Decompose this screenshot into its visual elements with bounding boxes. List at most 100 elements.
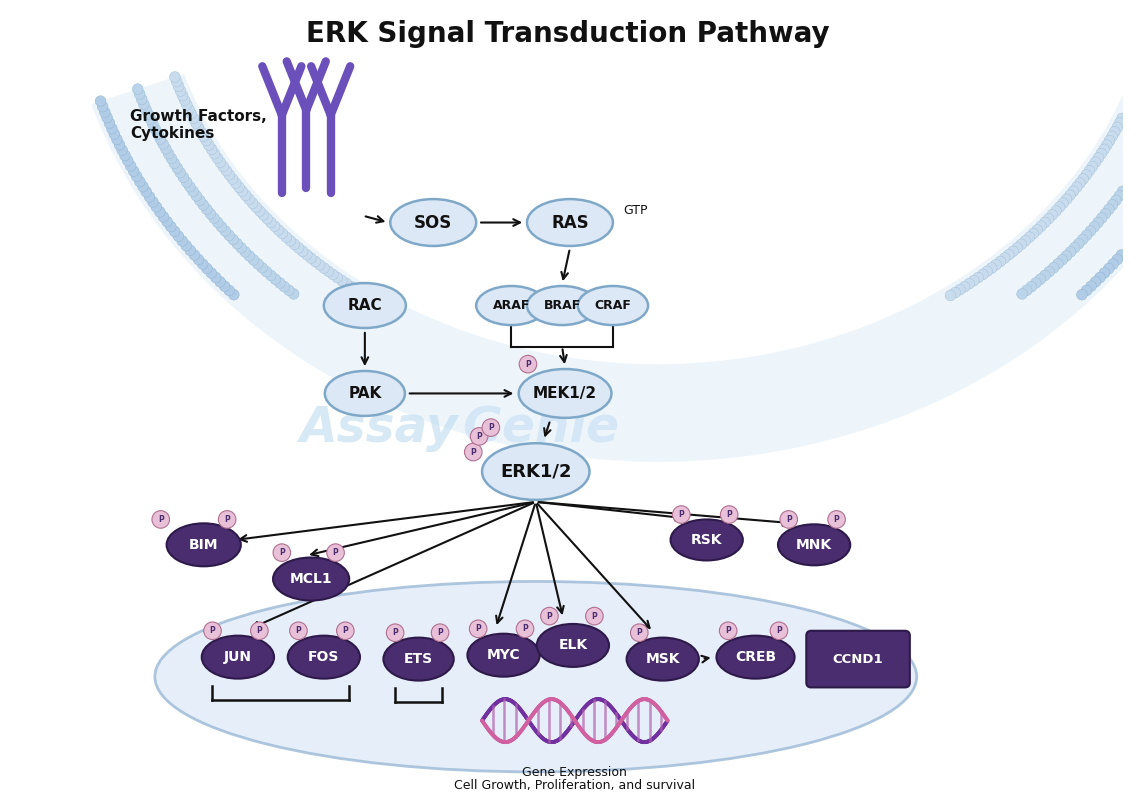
Circle shape [1103,263,1114,274]
Circle shape [111,134,123,145]
Circle shape [273,544,291,561]
Circle shape [254,206,265,216]
Circle shape [1117,113,1127,124]
Circle shape [164,149,174,159]
Circle shape [181,240,192,251]
Circle shape [719,622,737,639]
Circle shape [132,83,143,95]
Circle shape [194,195,206,206]
Ellipse shape [202,636,274,679]
Text: P: P [834,515,840,524]
Circle shape [1036,221,1046,231]
Ellipse shape [627,638,699,681]
Circle shape [187,186,199,196]
Circle shape [1003,250,1014,260]
Circle shape [991,259,1002,270]
Ellipse shape [167,523,241,566]
Circle shape [336,275,348,286]
Circle shape [1112,122,1122,133]
Text: ERK Signal Transduction Pathway: ERK Signal Transduction Pathway [307,20,829,48]
Text: Assay: Assay [299,404,458,452]
Circle shape [175,86,186,96]
Circle shape [1039,217,1051,228]
Circle shape [227,234,239,245]
Circle shape [100,107,110,118]
Circle shape [134,176,145,187]
Ellipse shape [476,286,546,325]
Text: BRAF: BRAF [543,299,580,312]
Text: FOS: FOS [308,650,340,664]
Circle shape [266,217,276,228]
Circle shape [327,269,339,280]
Text: ERK1/2: ERK1/2 [500,463,571,480]
Circle shape [244,250,254,262]
Circle shape [298,246,308,257]
Circle shape [169,72,181,83]
Circle shape [141,104,151,114]
Circle shape [541,607,558,625]
Circle shape [191,118,201,128]
Circle shape [152,129,164,140]
Circle shape [1112,254,1122,265]
Circle shape [261,266,272,277]
Circle shape [240,246,251,258]
Circle shape [132,171,142,182]
Circle shape [201,135,211,146]
Circle shape [209,149,219,159]
Ellipse shape [467,634,540,677]
Circle shape [173,231,184,242]
Circle shape [166,153,177,164]
Circle shape [137,181,149,192]
Circle shape [1075,178,1085,188]
Circle shape [160,144,172,154]
Circle shape [237,186,248,196]
Text: P: P [525,359,531,369]
Circle shape [224,169,235,180]
Circle shape [290,622,307,639]
Circle shape [169,226,179,237]
Circle shape [1020,235,1030,246]
Circle shape [1061,250,1071,262]
Circle shape [128,166,139,176]
Circle shape [1077,234,1088,245]
Circle shape [145,114,156,125]
Circle shape [185,245,195,256]
Circle shape [158,138,168,149]
Circle shape [218,510,236,528]
Circle shape [218,161,228,172]
Circle shape [251,622,268,639]
Circle shape [1024,232,1035,242]
Circle shape [1084,165,1095,176]
Circle shape [241,190,251,200]
Circle shape [139,99,149,110]
Circle shape [189,113,199,124]
Ellipse shape [287,636,360,679]
Circle shape [182,99,192,111]
Circle shape [105,118,115,129]
Circle shape [156,134,166,145]
Text: MYC: MYC [486,648,520,662]
Circle shape [1028,228,1038,239]
Text: P: P [725,626,732,635]
Text: P: P [392,628,398,638]
Circle shape [220,226,231,236]
Circle shape [1093,217,1103,228]
Text: P: P [333,548,339,557]
Circle shape [1064,190,1076,200]
Circle shape [1066,246,1076,258]
Circle shape [1000,253,1010,263]
Circle shape [1104,135,1114,146]
Circle shape [95,95,106,107]
Circle shape [720,506,738,523]
Circle shape [193,122,203,133]
Circle shape [1035,273,1046,285]
Circle shape [201,204,212,215]
Circle shape [482,419,500,436]
Text: P: P [342,626,349,635]
Circle shape [350,285,361,295]
Circle shape [1053,258,1063,270]
Circle shape [207,144,217,155]
Circle shape [1114,191,1125,201]
Circle shape [212,153,223,163]
Circle shape [1103,204,1114,215]
